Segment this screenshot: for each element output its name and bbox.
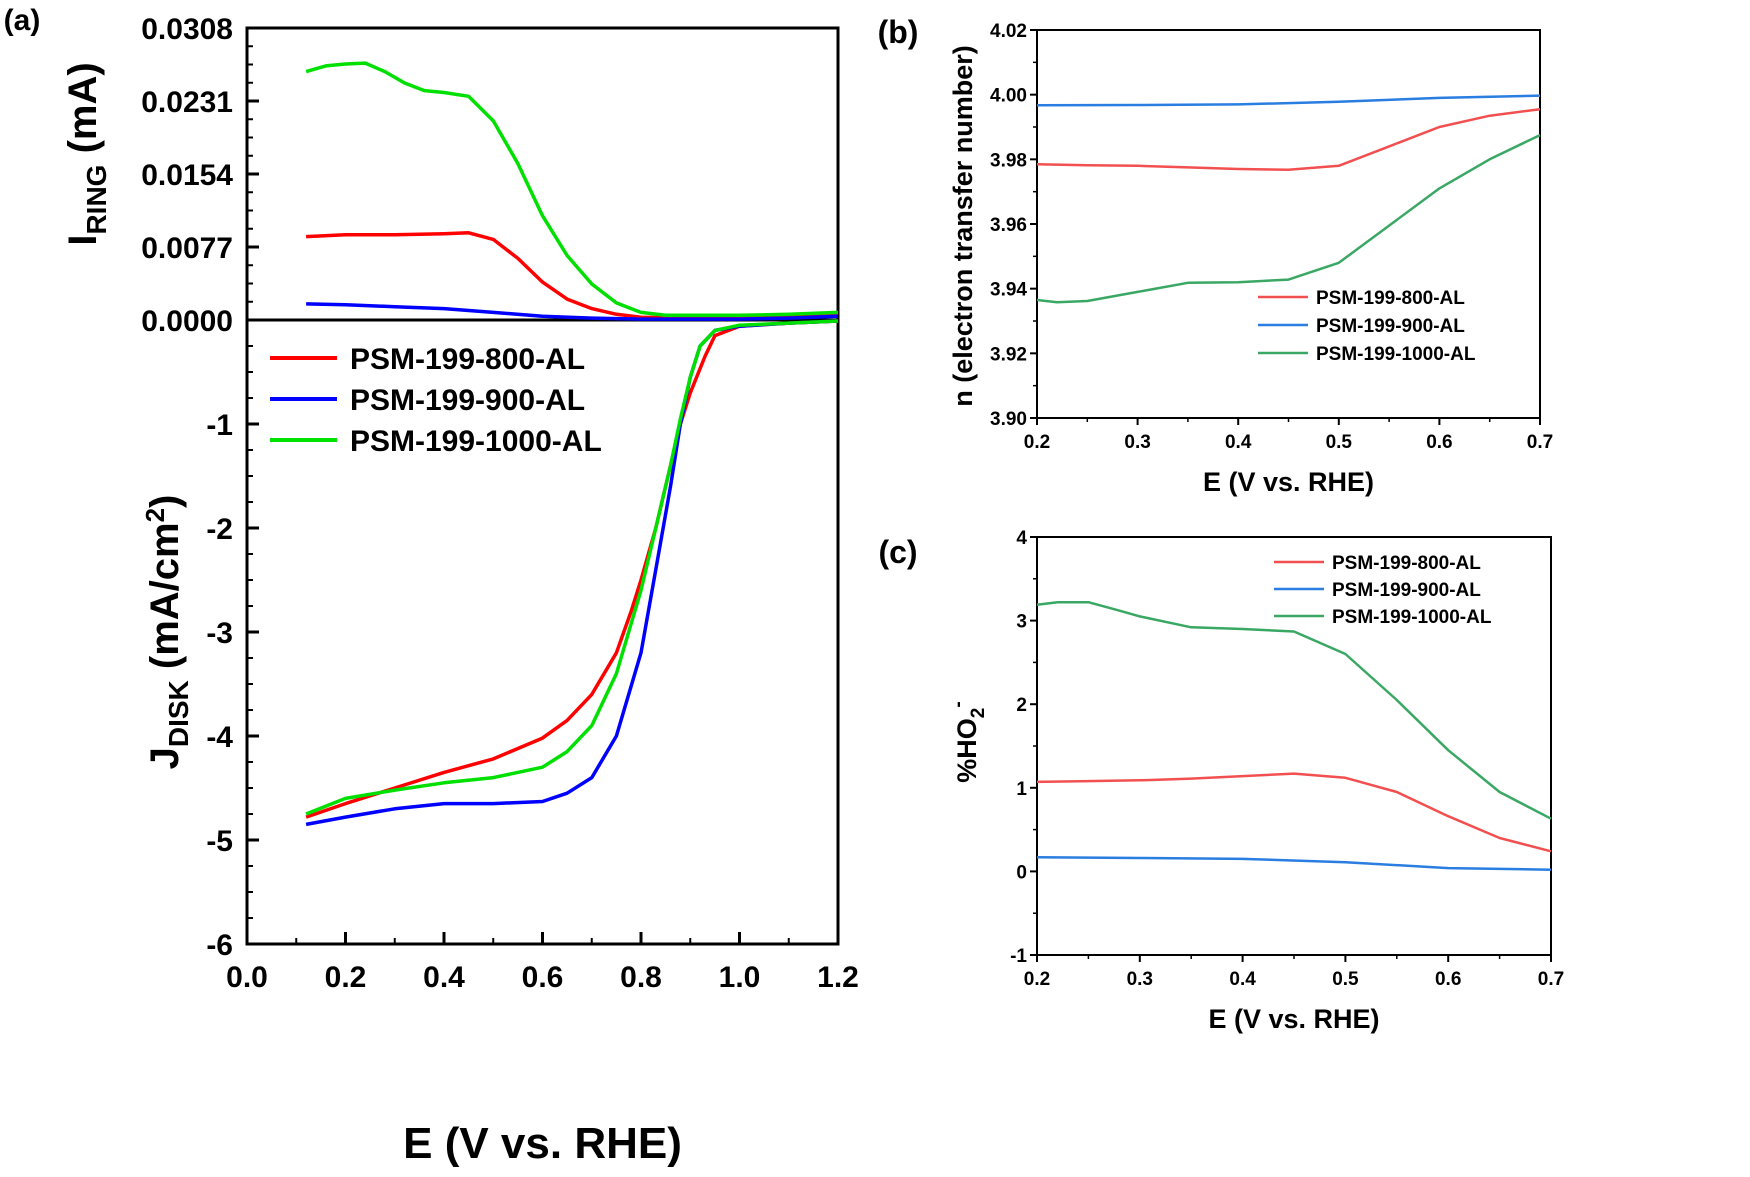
disk-y-axis-title: JDISK (mA/cm2) <box>140 495 194 770</box>
disk-y-axis-title-sub: DISK <box>163 680 194 747</box>
panel-a-legend-label: PSM-199-1000-AL <box>350 425 602 458</box>
panel-c-y-axis-title-sup: - <box>948 701 969 707</box>
disk-y-tick-label: -3 <box>206 617 233 650</box>
disk-y-axis-title-main: J <box>143 747 187 769</box>
panel-c-y-tick-label: -1 <box>1010 946 1027 967</box>
panel-b-y-tick-label: 3.90 <box>990 409 1027 430</box>
panel-b-x-tick-label: 0.6 <box>1426 432 1452 453</box>
panel-c-y-axis-title: %HO2- <box>948 701 989 782</box>
disk-y-axis-title-end: ) <box>143 495 187 508</box>
disk-series-line-psm-199-800-al <box>305 319 839 819</box>
panel-b-x-tick-label: 0.3 <box>1124 432 1150 453</box>
panel-a-x-axis-title: E (V vs. RHE) <box>403 1119 682 1168</box>
panel-b-legend-label: PSM-199-1000-AL <box>1316 344 1476 365</box>
disk-y-tick-label: -4 <box>206 721 233 754</box>
disk-y-tick-label: -2 <box>206 513 233 546</box>
panel-c-legend-label: PSM-199-800-AL <box>1332 553 1481 574</box>
ring-series-line-psm-199-900-al <box>306 302 839 321</box>
panel-b-y-tick-label: 3.92 <box>990 344 1027 365</box>
ring-y-tick-label: 0.0308 <box>141 13 233 46</box>
ring-series-line-psm-199-1000-al <box>305 61 839 318</box>
panel-c-x-tick-label: 0.4 <box>1229 969 1256 990</box>
ring-y-tick-label: 0.0154 <box>141 159 233 192</box>
panel-a-x-tick-label: 0.2 <box>325 961 367 994</box>
panel-c-series-line-psm-199-1000-al <box>1036 600 1552 820</box>
disk-y-axis-title-rest: (mA/cm <box>143 522 187 680</box>
ring-y-tick-label: 0.0077 <box>141 232 233 265</box>
panel-b-y-tick-label: 3.94 <box>990 280 1027 301</box>
panel-a-x-tick-label: 0.8 <box>620 961 662 994</box>
panel-c-x-tick-label: 0.3 <box>1127 969 1153 990</box>
panel-a-legend-label: PSM-199-900-AL <box>350 384 585 417</box>
panel-c-x-tick-label: 0.5 <box>1332 969 1359 990</box>
panel-b-y-axis-title: n (electron transfer number) <box>948 45 978 407</box>
panel-b-x-tick-label: 0.5 <box>1326 432 1353 453</box>
panel-b-series-line-psm-199-1000-al <box>1036 133 1541 304</box>
panel-c-y-tick-label: 3 <box>1016 612 1027 633</box>
panel-c-x-tick-label: 0.7 <box>1538 969 1564 990</box>
panel-c-series-line-psm-199-800-al <box>1036 772 1552 853</box>
panel-b-series-line-psm-199-900-al <box>1036 94 1541 107</box>
panel-b-x-axis-title: E (V vs. RHE) <box>1203 467 1374 497</box>
disk-y-axis-title-sup: 2 <box>140 508 170 522</box>
panel-c-legend-label: PSM-199-900-AL <box>1332 580 1481 601</box>
panel-c-y-tick-label: 4 <box>1016 528 1027 549</box>
ring-y-tick-label: 0.0231 <box>141 86 233 119</box>
ring-y-axis-title: IRING (mA) <box>61 62 112 245</box>
panel-c-y-axis-title-sub: 2 <box>968 708 989 719</box>
panel-c-y-tick-label: 2 <box>1016 695 1027 716</box>
panel-b-x-tick-label: 0.4 <box>1225 432 1252 453</box>
panel-c-y-axis-title-main: %HO <box>952 718 982 783</box>
panel-a-x-tick-label: 0.6 <box>522 961 564 994</box>
panel-b-series-line-psm-199-800-al <box>1036 107 1541 171</box>
panel-c-y-tick-label: 1 <box>1016 779 1027 800</box>
panel-a-x-tick-label: 1.2 <box>817 961 859 994</box>
panel-c-x-axis-title: E (V vs. RHE) <box>1208 1004 1379 1034</box>
disk-series-line-psm-199-1000-al <box>305 319 839 816</box>
panel-c-x-tick-label: 0.2 <box>1024 969 1050 990</box>
panel-b-y-tick-label: 4.02 <box>990 21 1027 42</box>
panel-a-x-tick-label: 0.4 <box>423 961 465 994</box>
panel-b-y-tick-label: 3.96 <box>990 215 1027 236</box>
ring-y-axis-title-sub: RING <box>81 165 112 235</box>
ring-y-axis-title-main: I <box>61 235 105 246</box>
panel-b-y-tick-label: 4.00 <box>990 86 1027 107</box>
panel-b-legend-label: PSM-199-900-AL <box>1316 316 1465 337</box>
disk-y-tick-label: -1 <box>206 409 233 442</box>
disk-y-tick-label: -6 <box>206 929 233 962</box>
panel-c-label: (c) <box>878 534 917 570</box>
panel-a-x-tick-label: 1.0 <box>719 961 761 994</box>
panel-c-legend-label: PSM-199-1000-AL <box>1332 607 1492 628</box>
panel-b-legend-label: PSM-199-800-AL <box>1316 288 1465 309</box>
panel-b-y-tick-label: 3.98 <box>990 150 1027 171</box>
disk-y-tick-label: -5 <box>206 825 233 858</box>
panel-b-x-tick-label: 0.2 <box>1024 432 1050 453</box>
panel-b-x-tick-label: 0.7 <box>1527 432 1553 453</box>
panel-c-series-line-psm-199-900-al <box>1036 855 1552 871</box>
panel-b-label: (b) <box>878 14 919 50</box>
panel-a-legend-label: PSM-199-800-AL <box>350 343 585 376</box>
ring-y-axis-title-rest: (mA) <box>61 62 105 164</box>
ring-y-tick-label: 0.0000 <box>141 305 233 338</box>
panel-c-y-tick-label: 0 <box>1016 862 1027 883</box>
panel-a-label: (a) <box>4 4 41 37</box>
panel-a-x-tick-label: 0.0 <box>226 961 268 994</box>
panel-c-x-tick-label: 0.6 <box>1435 969 1461 990</box>
